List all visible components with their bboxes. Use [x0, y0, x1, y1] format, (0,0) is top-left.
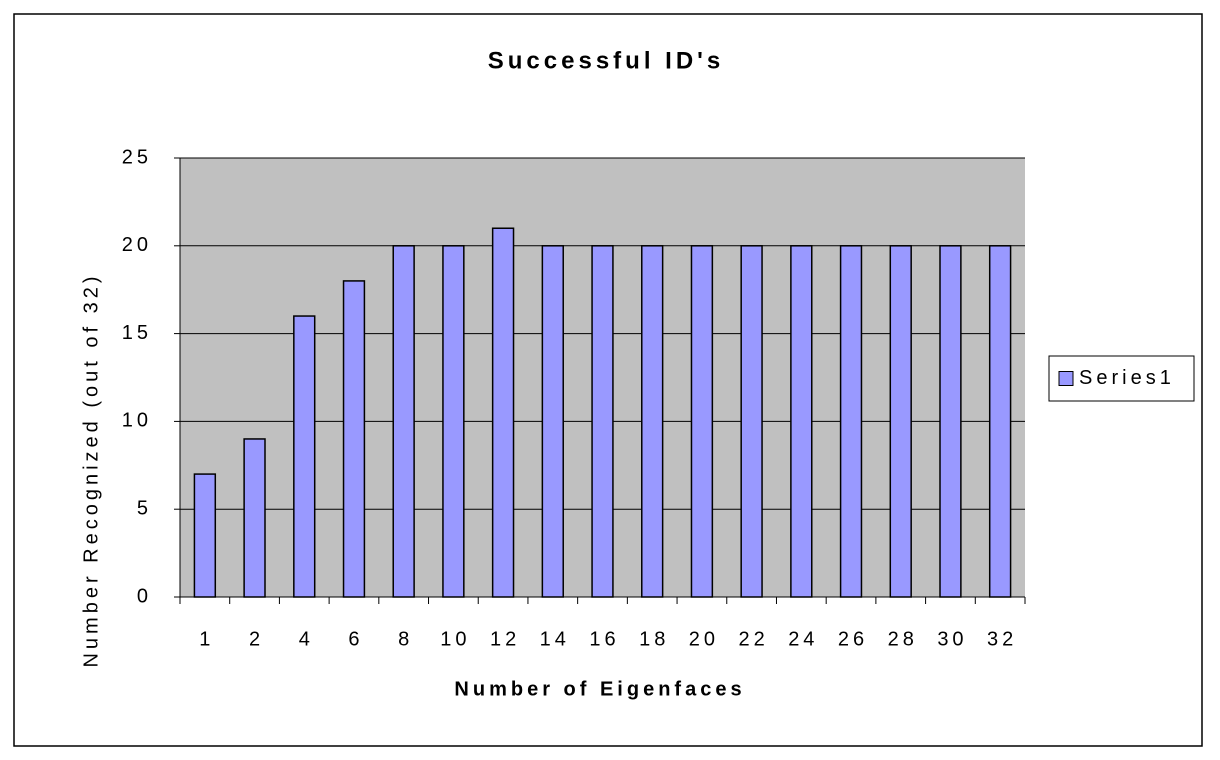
y-tick-label: 5	[137, 497, 152, 519]
x-tick-label: 10	[440, 628, 470, 650]
x-tick-label: 14	[540, 628, 570, 650]
x-tick-label: 32	[987, 628, 1017, 650]
x-tick-label: 8	[398, 628, 413, 650]
bar	[293, 315, 316, 598]
bar	[988, 245, 1012, 598]
x-tick-label: 2	[249, 628, 264, 650]
bar	[641, 245, 664, 598]
x-tick-label: 1	[199, 628, 214, 650]
x-tick-label: 30	[937, 628, 967, 650]
bar	[491, 227, 515, 598]
bar	[243, 438, 266, 598]
y-tick-label: 20	[122, 234, 152, 256]
bar	[939, 245, 962, 598]
y-tick-label: 25	[122, 146, 152, 168]
x-tick-label: 26	[838, 628, 868, 650]
x-tick-label: 24	[788, 628, 818, 650]
x-tick-label: 28	[888, 628, 918, 650]
x-tick-label: 20	[689, 628, 719, 650]
x-tick-label: 4	[299, 628, 314, 650]
bar	[541, 245, 564, 598]
y-tick-label: 0	[137, 585, 152, 607]
legend-label: Series1	[1079, 367, 1175, 389]
bar	[591, 245, 614, 598]
y-axis-label: Number Recognized (out of 32)	[80, 272, 102, 667]
chart-title: Successful ID's	[488, 47, 724, 74]
y-tick-label: 15	[122, 322, 152, 344]
bar	[790, 245, 813, 598]
bar	[392, 245, 415, 598]
legend-swatch	[1058, 371, 1074, 386]
bar	[839, 245, 863, 598]
bar	[442, 245, 465, 598]
x-tick-label: 18	[639, 628, 669, 650]
bar	[889, 245, 912, 598]
x-axis-label: Number of Eigenfaces	[454, 678, 745, 700]
x-tick-label: 22	[738, 628, 768, 650]
bar	[690, 245, 714, 598]
x-tick-label: 16	[589, 628, 619, 650]
bar	[740, 245, 763, 598]
bar	[193, 473, 217, 598]
x-tick-label: 6	[348, 628, 363, 650]
bar	[342, 280, 366, 598]
x-tick-label: 12	[490, 628, 520, 650]
y-tick-label: 10	[122, 410, 152, 432]
